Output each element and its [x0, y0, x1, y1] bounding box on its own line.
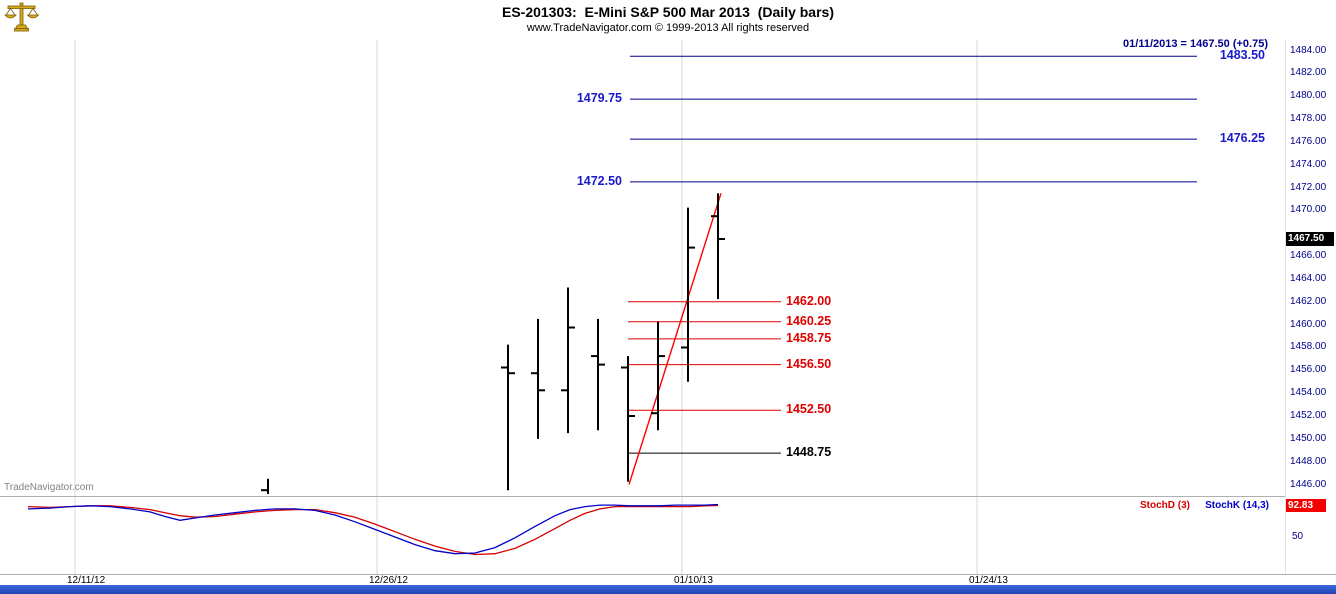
chart-subtitle: www.TradeNavigator.com © 1999-2013 All r… [526, 22, 810, 34]
stoch-value-badge: 92.83 [1286, 499, 1326, 512]
stoch-k-legend: StochK (14,3) [1205, 500, 1269, 511]
quote-readout: 01/11/2013 = 1467.50 (+0.75) [1123, 38, 1268, 50]
watermark: TradeNavigator.com [4, 482, 94, 493]
stoch-d-legend: StochD (3) [1140, 500, 1190, 511]
trend-line [628, 193, 722, 485]
stoch-k-line [27, 503, 719, 555]
chart-title: ES-201303: E-Mini S&P 500 Mar 2013 (Dail… [501, 4, 834, 20]
stoch-d-line [27, 504, 719, 556]
trade-navigator-logo-icon [4, 1, 40, 33]
last-price-badge: 1467.50 [1286, 232, 1334, 246]
taskbar[interactable] [0, 585, 1336, 594]
stoch-mid-label: 50 [1292, 531, 1304, 542]
